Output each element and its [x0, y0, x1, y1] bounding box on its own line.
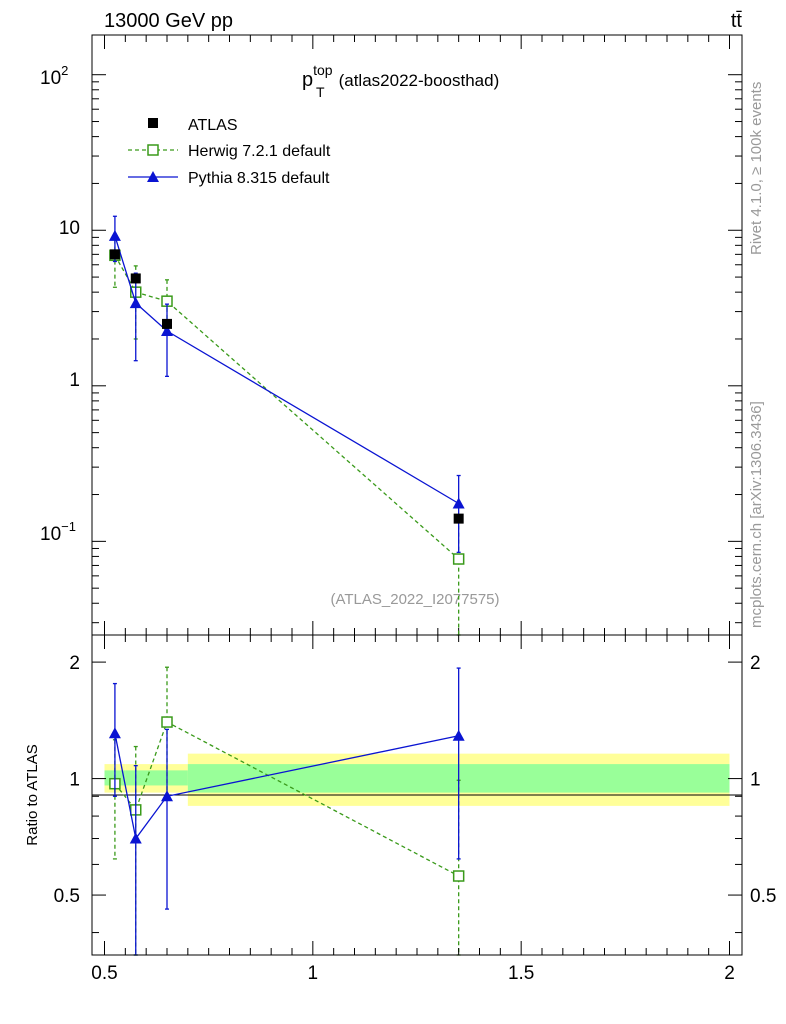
ratio-y-label: Ratio to ATLAS: [24, 744, 41, 845]
atlas-point: [453, 513, 464, 524]
ratio-y-tick-label-right: 1: [750, 770, 761, 791]
herwig-line: [114, 254, 460, 560]
ratio-data-layer: [108, 666, 465, 956]
pythia-point: [129, 297, 142, 309]
main-axis-ticks: [92, 35, 742, 635]
ratio-tick-labels: 0.5 0.5 1 1 2 2 0.5 1 1.5 2: [54, 653, 777, 984]
x-tick-label: 1: [308, 963, 319, 984]
main-data-layer: [108, 215, 465, 636]
atlas-point: [130, 273, 141, 284]
herwig-point: [452, 553, 465, 565]
ratio-pythia-point: [452, 729, 465, 741]
pythia-point: [161, 325, 173, 337]
pythia-point: [452, 497, 465, 509]
ratio-y-tick-label-left: 1: [69, 770, 80, 791]
legend-atlas-label: ATLAS: [188, 117, 238, 134]
header-right-text: tt̄: [731, 10, 743, 32]
x-tick-label: 1.5: [508, 963, 534, 984]
ratio-pythia-point: [161, 790, 173, 802]
ratio-pythia-point: [108, 727, 121, 739]
x-tick-label: 2: [724, 963, 735, 984]
ratio-y-tick-label-right: 2: [750, 653, 761, 674]
legend-atlas-marker: [148, 118, 158, 128]
plot-title-subscript: T: [316, 84, 325, 100]
legend: ATLAS Herwig 7.2.1 default Pythia 8.315 …: [128, 117, 331, 187]
y-tick-label-100: 102: [40, 63, 68, 89]
rivet-side-text: Rivet 4.1.0, ≥ 100k events: [748, 82, 765, 255]
x-tick-label: 0.5: [91, 963, 117, 984]
ratio-herwig-point: [452, 870, 465, 882]
y-tick-label-10: 10: [59, 218, 80, 239]
atlas-point: [109, 249, 120, 260]
atlas-point: [162, 318, 172, 329]
ratio-y-tick-label-left: 2: [69, 653, 80, 674]
ratio-axis-ticks: [92, 635, 742, 955]
pythia-point: [108, 229, 121, 241]
main-panel: 102 10 1 10−1 ptop(atlas2022-boosthad) T…: [40, 34, 743, 636]
legend-pythia-marker: [147, 171, 159, 182]
ratio-pythia-line: [114, 733, 459, 841]
ratio-pythia-point: [129, 832, 142, 844]
plot-title: ptop(atlas2022-boosthad): [302, 62, 499, 91]
legend-pythia-label: Pythia 8.315 default: [188, 170, 330, 187]
legend-herwig-marker: [147, 144, 159, 156]
ratio-band-inner: [125, 770, 188, 786]
ratio-herwig-point: [161, 716, 173, 728]
y-tick-label-1: 1: [69, 370, 80, 391]
pythia-line: [114, 235, 460, 505]
legend-herwig-label: Herwig 7.2.1 default: [188, 143, 331, 160]
ratio-uncertainty-band: [104, 753, 730, 806]
ratio-y-tick-label-left: 0.5: [54, 886, 80, 907]
header-left-text: 13000 GeV pp: [104, 10, 233, 32]
analysis-watermark: (ATLAS_2022_I2077575): [330, 591, 499, 608]
ratio-y-tick-label-right: 0.5: [750, 886, 776, 907]
y-tick-label-0.1: 10−1: [40, 519, 76, 545]
ratio-panel-frame: [91, 634, 743, 956]
mcplots-side-text: mcplots.cern.ch [arXiv:1306.3436]: [748, 401, 765, 628]
ratio-herwig-line: [114, 721, 460, 877]
ratio-panel: Ratio to ATLAS 0.5 0.5 1 1 2 2 0.5 1 1.5 2: [24, 634, 777, 984]
